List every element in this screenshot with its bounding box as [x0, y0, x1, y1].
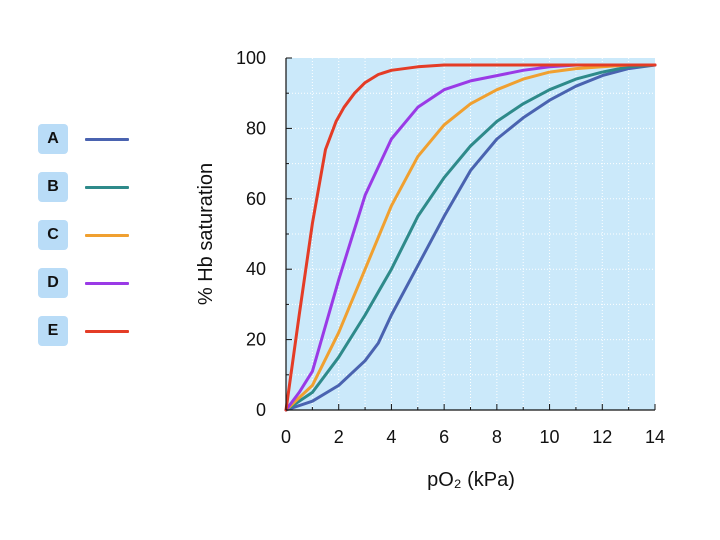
series-line-a: [284, 63, 657, 412]
x-tick-label: 12: [592, 427, 612, 447]
y-tick-label: 100: [236, 48, 266, 68]
plot-area: [286, 58, 655, 410]
series-line-b: [284, 63, 657, 412]
x-axis-label: pO₂ (kPa): [427, 469, 515, 491]
axes: [285, 57, 656, 411]
legend-badge-e[interactable]: E: [38, 316, 68, 346]
legend-item-c[interactable]: C: [38, 220, 138, 250]
series-line-e: [284, 63, 657, 412]
legend-badge-d[interactable]: D: [38, 268, 68, 298]
legend-item-e[interactable]: E: [38, 316, 138, 346]
series-line-c: [284, 63, 657, 412]
x-tick-label: 2: [334, 427, 344, 447]
x-tick-label: 8: [492, 427, 502, 447]
y-tick-label: 60: [246, 189, 266, 209]
y-tick-label: 40: [246, 259, 266, 279]
legend-swatch-a: [85, 138, 129, 141]
legend-swatch-c: [85, 234, 129, 237]
y-axis-label: % Hb saturation: [195, 163, 217, 305]
y-tick-label: 20: [246, 330, 266, 350]
y-tick-label: 80: [246, 118, 266, 138]
legend-swatch-d: [85, 282, 129, 285]
x-tick-label: 6: [439, 427, 449, 447]
x-tick-label: 10: [540, 427, 560, 447]
series-lines: [284, 63, 657, 412]
legend-badge-b[interactable]: B: [38, 172, 68, 202]
legend-swatch-e: [85, 330, 129, 333]
legend-item-a[interactable]: A: [38, 124, 138, 154]
legend-item-b[interactable]: B: [38, 172, 138, 202]
legend-swatch-b: [85, 186, 129, 189]
x-tick-label: 14: [645, 427, 665, 447]
legend-badge-c[interactable]: C: [38, 220, 68, 250]
tick-labels: 0 2 4 6 8 10 12 14 0 20 40 60 80 100: [236, 48, 665, 447]
legend-item-d[interactable]: D: [38, 268, 138, 298]
x-tick-label: 0: [281, 427, 291, 447]
y-tick-label: 0: [256, 400, 266, 420]
legend-badge-a[interactable]: A: [38, 124, 68, 154]
x-tick-label: 4: [386, 427, 396, 447]
